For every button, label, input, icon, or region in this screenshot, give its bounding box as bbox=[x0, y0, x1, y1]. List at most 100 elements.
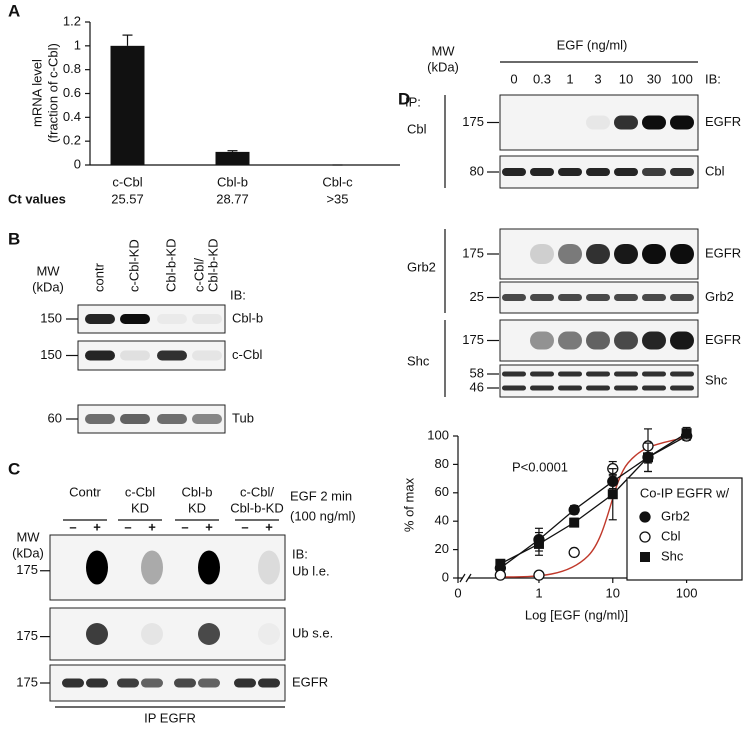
marker bbox=[495, 558, 506, 569]
marker bbox=[533, 569, 545, 581]
blot-band bbox=[62, 678, 84, 688]
mw-value: 175 bbox=[16, 674, 38, 689]
blot-band bbox=[86, 623, 108, 645]
blot-band bbox=[558, 168, 582, 176]
ip-target: Shc bbox=[407, 353, 430, 368]
blot-band bbox=[117, 551, 139, 585]
concentration: 100 bbox=[671, 71, 693, 86]
blot-band bbox=[120, 350, 150, 361]
blot-band bbox=[614, 168, 638, 176]
ib-target: EGFR bbox=[705, 245, 741, 260]
concentration: 0.3 bbox=[533, 71, 551, 86]
x-axis-label: Log [EGF (ng/ml)] bbox=[525, 607, 628, 622]
group-label: c-Cbl bbox=[125, 484, 155, 499]
egf-label: (100 ng/ml) bbox=[290, 508, 356, 523]
mw-value: 150 bbox=[40, 310, 62, 325]
ct-value: 25.57 bbox=[111, 191, 144, 206]
blot-band bbox=[85, 350, 115, 361]
ib-target: Cbl bbox=[705, 163, 725, 178]
blot-band bbox=[530, 116, 554, 130]
group-label: c-Cbl/ bbox=[240, 484, 274, 499]
blot-band bbox=[614, 331, 638, 350]
blot-band bbox=[502, 371, 526, 377]
ip-label: IP: bbox=[405, 94, 421, 109]
concentration: 3 bbox=[594, 71, 601, 86]
treatment: – bbox=[241, 519, 248, 534]
blot-band bbox=[258, 550, 280, 585]
y-axis-label: (fraction of c-Cbl) bbox=[45, 43, 60, 143]
ib-target: Tub bbox=[232, 410, 254, 425]
lane-label: contr bbox=[91, 262, 106, 292]
blot-band bbox=[198, 623, 220, 645]
ib-target: Ub l.e. bbox=[292, 563, 330, 578]
blot-band bbox=[174, 551, 196, 585]
blot-band bbox=[558, 294, 582, 301]
lane-label: c-Cbl-KD bbox=[126, 239, 141, 292]
concentration: 1 bbox=[566, 71, 573, 86]
blot-band bbox=[120, 414, 150, 424]
mw-label: (kDa) bbox=[32, 279, 64, 294]
y-tick-label: 0.8 bbox=[63, 61, 81, 76]
blot-band bbox=[530, 385, 554, 391]
ib-target: EGFR bbox=[705, 114, 741, 129]
blot-band bbox=[117, 623, 139, 645]
x-tick-label: 10 bbox=[606, 585, 620, 600]
lane-label: Cbl-b-KD bbox=[205, 239, 220, 292]
marker bbox=[569, 517, 580, 528]
ib-label: IB: bbox=[230, 287, 246, 302]
blot-band bbox=[502, 168, 526, 176]
blot-band bbox=[586, 331, 610, 350]
blot-band bbox=[157, 314, 187, 324]
y-tick-label: 40 bbox=[435, 513, 449, 528]
marker bbox=[639, 531, 651, 543]
blot-band bbox=[614, 244, 638, 264]
treatment: + bbox=[93, 519, 101, 534]
blot-band bbox=[670, 115, 694, 130]
axis-break bbox=[459, 573, 466, 583]
mw-value: 25 bbox=[470, 289, 484, 304]
y-tick-label: 0.2 bbox=[63, 133, 81, 148]
y-tick-label: 80 bbox=[435, 456, 449, 471]
blot-band bbox=[120, 314, 150, 324]
blot-band bbox=[502, 244, 526, 264]
treatment: – bbox=[124, 519, 131, 534]
ib-target: Shc bbox=[705, 372, 728, 387]
group-label: Contr bbox=[69, 484, 101, 499]
axis-break-gap bbox=[463, 575, 468, 581]
ib-target: c-Cbl bbox=[232, 347, 262, 362]
ib-label: IB: bbox=[292, 546, 308, 561]
mw-label: (kDa) bbox=[427, 59, 459, 74]
blot-band bbox=[642, 294, 666, 301]
ib-target: Cbl-b bbox=[232, 310, 263, 325]
blot-band bbox=[157, 414, 187, 424]
treatment: + bbox=[148, 519, 156, 534]
blot-band bbox=[258, 623, 280, 645]
legend-box bbox=[626, 477, 743, 581]
blot-band bbox=[502, 385, 526, 391]
mw-value: 175 bbox=[462, 114, 484, 129]
y-tick-label: 60 bbox=[435, 484, 449, 499]
marker bbox=[568, 504, 580, 516]
panel-label: C bbox=[8, 459, 20, 478]
ip-target: Grb2 bbox=[407, 259, 436, 274]
ib-target: Ub s.e. bbox=[292, 625, 333, 640]
blot-band bbox=[670, 385, 694, 391]
y-axis-label: % of max bbox=[401, 477, 416, 532]
mw-value: 60 bbox=[48, 410, 62, 425]
bar bbox=[110, 45, 145, 166]
x-tick-label: c-Cbl bbox=[112, 174, 142, 189]
ib-target: EGFR bbox=[705, 332, 741, 347]
egf-label: EGF 2 min bbox=[290, 488, 352, 503]
y-tick-label: 0.6 bbox=[63, 85, 81, 100]
y-tick-label: 100 bbox=[427, 427, 449, 442]
blot-band bbox=[234, 623, 256, 645]
blot-band bbox=[530, 168, 554, 176]
marker bbox=[494, 569, 507, 581]
panel-label: D bbox=[398, 89, 410, 108]
group-label: KD bbox=[188, 500, 206, 515]
blot-band bbox=[586, 244, 610, 264]
blot-band bbox=[62, 623, 84, 645]
blot-band bbox=[174, 678, 196, 688]
blot-band bbox=[530, 331, 554, 350]
